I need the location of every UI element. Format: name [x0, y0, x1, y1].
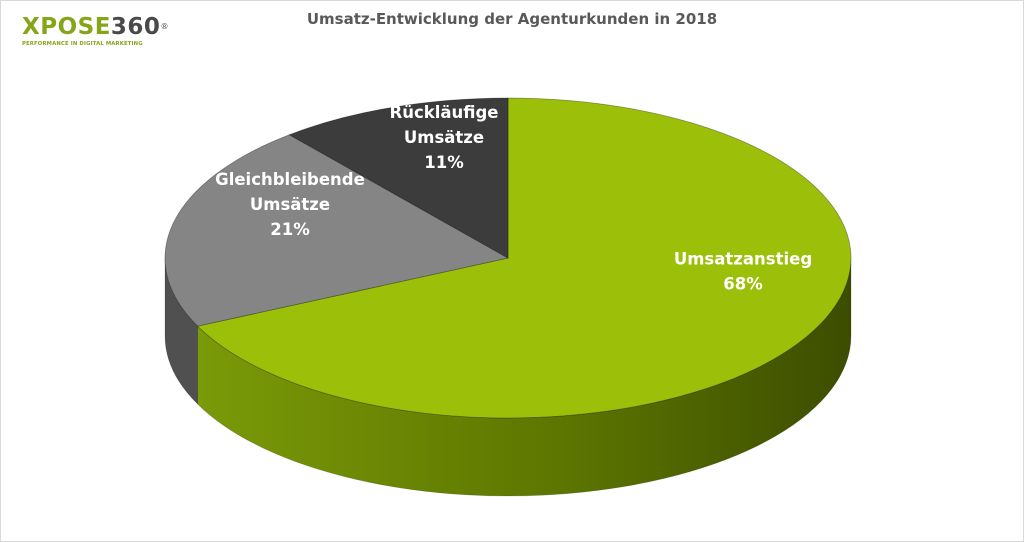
slice-umsatzanstieg — [196, 97, 852, 419]
slice-umsatzanstieg-value-label: 68% — [723, 275, 763, 294]
slice-gleichbleibend-label: Umsätze — [250, 195, 330, 214]
pie-tops — [164, 97, 852, 419]
slice-gleichbleibend — [164, 134, 510, 327]
slice-ruecklaeufig — [288, 97, 509, 259]
chart-title: Umsatz-Entwicklung der Agenturkunden in … — [306, 10, 718, 28]
slice-gleichbleibend-label: Gleichbleibende — [215, 170, 365, 189]
slice-ruecklaeufig-value-label: 11% — [424, 153, 464, 172]
slice-ruecklaeufig-label: Umsätze — [404, 128, 484, 147]
xpose360-logo: XPOSE360® PERFORMANCE IN DIGITAL MARKETI… — [22, 15, 169, 47]
slice-ruecklaeufig-label: Rückläufige — [390, 103, 499, 122]
logo-wordmark: XPOSE360® — [22, 15, 169, 39]
logo-registered: ® — [160, 22, 169, 31]
slice-umsatzanstieg-label: Umsatzanstieg — [674, 250, 812, 269]
logo-tagline: PERFORMANCE IN DIGITAL MARKETING — [22, 41, 143, 47]
logo-number: 360 — [110, 14, 161, 40]
logo-brand: XPOSE — [22, 14, 111, 40]
slice-gleichbleibend-value-label: 21% — [270, 220, 310, 239]
pie-labels: Umsatzanstieg 68% Gleichbleibende Umsätze 21… — [215, 103, 812, 294]
